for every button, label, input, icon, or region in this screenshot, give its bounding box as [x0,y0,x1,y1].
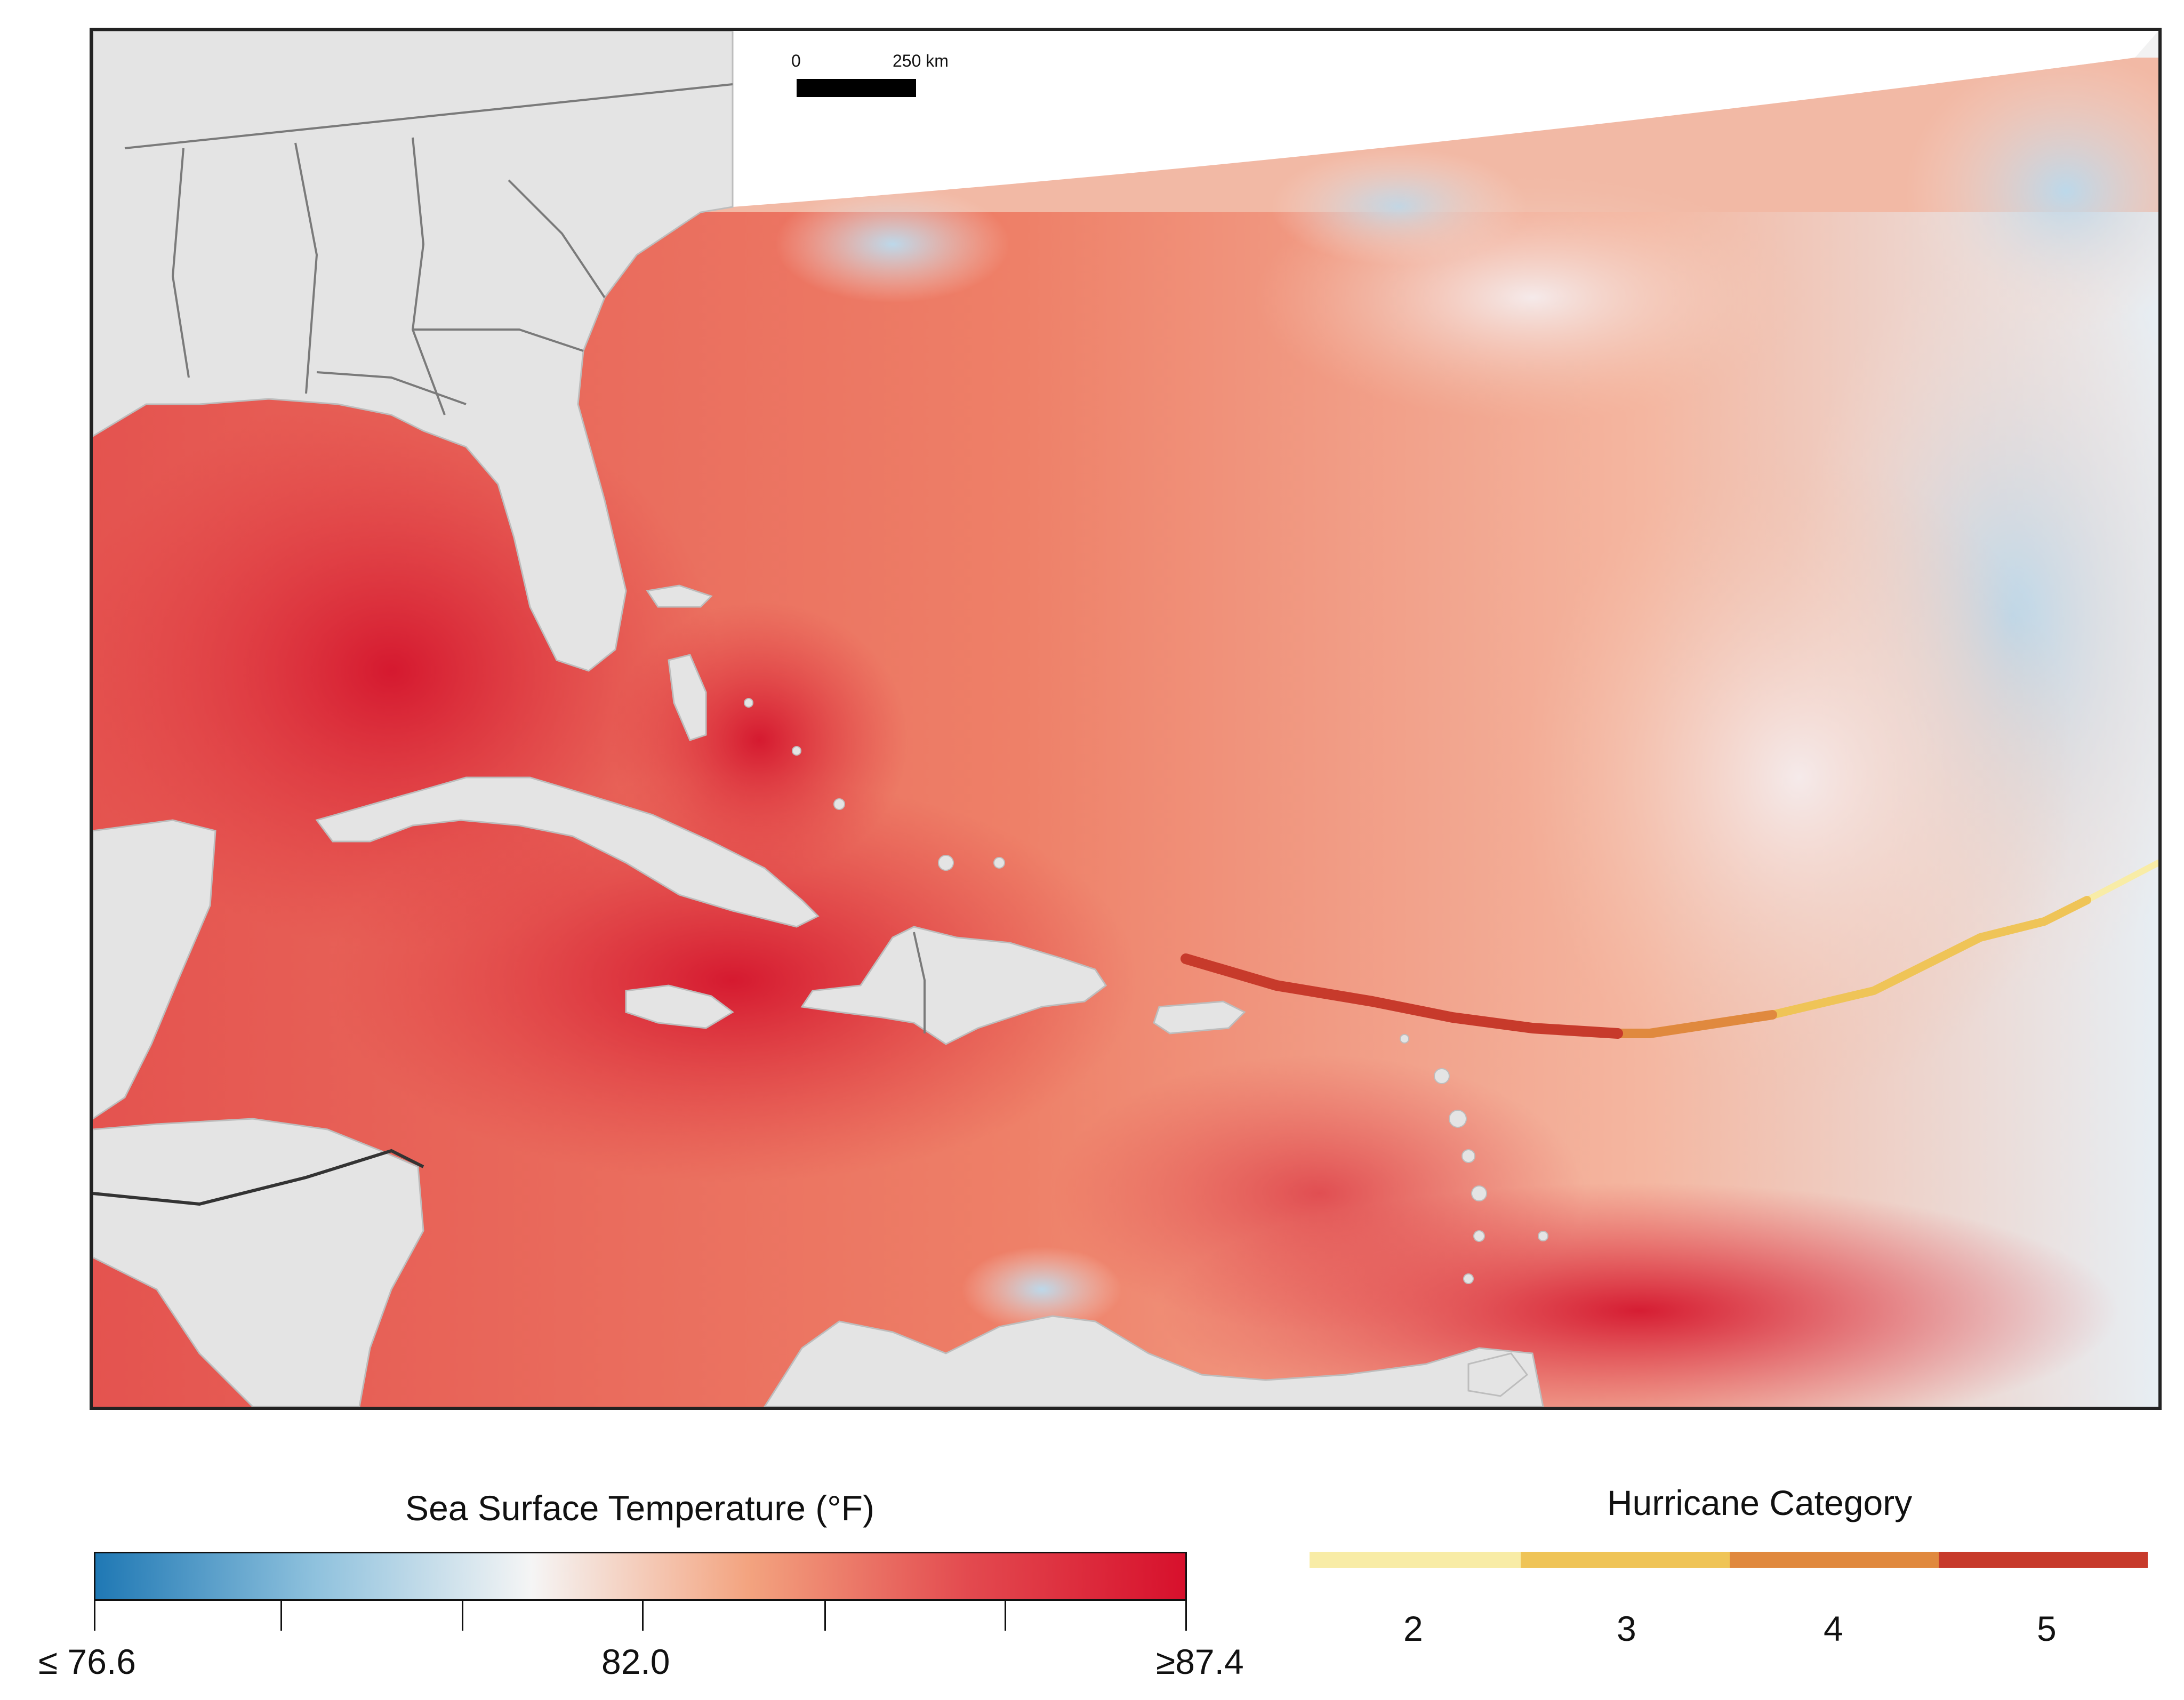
island [744,698,753,708]
sst-tick [642,1601,644,1631]
border-line [124,83,733,149]
island [792,746,801,756]
scale-bar [797,79,916,97]
no-data-area [733,31,2158,207]
island [1471,1185,1487,1201]
hurricane-track [1181,860,2158,1039]
island [938,855,954,871]
category-2-swatch [1310,1552,1521,1568]
track-category-3 [1768,896,2091,1019]
border-line [413,328,584,352]
category-2-label: 2 [1403,1609,1423,1648]
scale-bar-start-label: 0 [791,51,801,70]
island [1449,1110,1467,1128]
sst-color-ramp [94,1552,1187,1601]
warm-anomaly-southeast [1053,1055,1586,1332]
sst-tick [462,1601,463,1631]
pale-anomaly-central-east [1522,458,2076,1097]
sst-tick [94,1601,95,1631]
land-cuba [315,776,820,928]
pale-anomaly-northeast [1255,175,1810,420]
track-category-2 [2084,860,2158,903]
island [1538,1231,1548,1241]
scale-bar-end-label: 250 km [893,51,949,70]
sst-tick [1005,1601,1006,1631]
land-central-america [93,1118,424,1407]
land-mexico-yucatan [93,819,216,1120]
border-line [93,1149,424,1206]
sst-tick [280,1601,282,1631]
land-north-america [93,31,734,672]
border-line [171,148,190,378]
sea-surface-temperature-map: 0 250 km [90,28,2162,1410]
land-andros-island [668,654,707,741]
sst-tick [824,1601,826,1631]
land-trinidad [1467,1352,1529,1397]
sst-tick [1185,1601,1187,1631]
category-4-label: 4 [1824,1609,1843,1648]
border-line [411,137,446,415]
sst-max-label: ≥87.4 [1156,1642,1244,1681]
sst-legend-title: Sea Surface Temperature (°F) [405,1488,874,1528]
land-jamaica [625,984,734,1029]
map-canvas [93,31,2158,1407]
track-category-4 [1613,1010,1777,1038]
land-layer [93,31,1544,1407]
hurricane-legend-title: Hurricane Category [1607,1483,1913,1522]
lesser-antilles [744,698,1548,1284]
land-grand-bahama [646,584,713,608]
political-borders [93,83,926,1206]
land-south-america [764,1315,1544,1407]
cool-anomaly-northeast [1906,52,2158,330]
border-line [294,142,318,394]
island [833,798,845,810]
island [1463,1273,1474,1284]
island [1434,1068,1450,1084]
island [1473,1230,1485,1242]
island [1400,1034,1409,1044]
land-puerto-rico [1153,1000,1246,1035]
pale-anomaly-venezuela-coast [962,1247,1122,1332]
sst-min-label: ≤ 76.6 [38,1642,136,1681]
category-4-swatch [1730,1552,1939,1568]
category-3-label: 3 [1617,1609,1636,1648]
island [993,857,1005,869]
border-line [913,932,926,1033]
island [1462,1149,1475,1163]
category-3-swatch [1521,1552,1730,1568]
sst-mid-label: 82.0 [601,1642,670,1681]
cool-anomaly-north [775,186,1010,303]
ocean-northern-edge [642,58,2158,212]
warm-anomaly-caribbean [327,777,1138,1183]
category-5-label: 5 [2037,1609,2057,1648]
border-line [316,371,467,405]
category-5-swatch [1939,1552,2148,1568]
land-hispaniola [800,926,1107,1045]
track-category-5 [1181,953,1623,1039]
border-line [508,179,606,299]
